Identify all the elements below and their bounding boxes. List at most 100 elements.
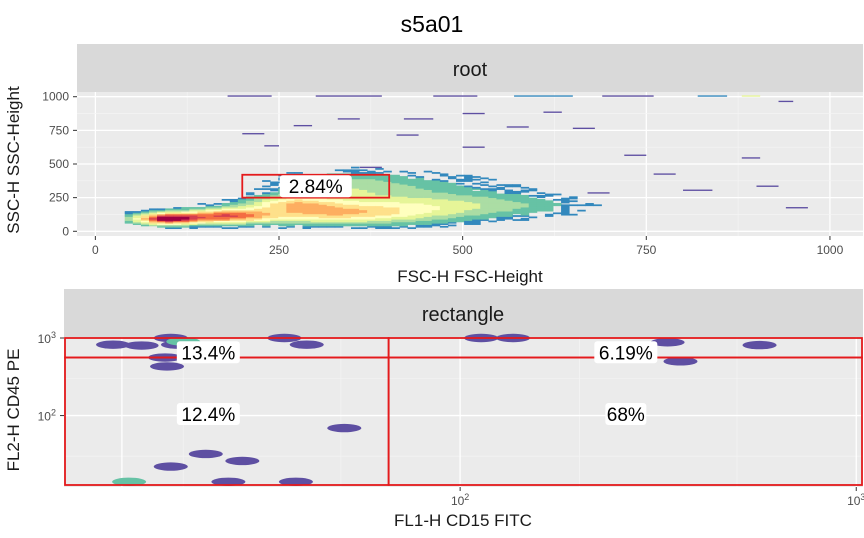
density-bin (350, 216, 360, 219)
density-bin (375, 186, 384, 189)
density-bin (431, 180, 441, 182)
density-bin (189, 223, 198, 225)
density-bin (464, 196, 473, 199)
density-bin (359, 198, 368, 201)
density-bin (456, 194, 465, 197)
density-bin (423, 225, 433, 228)
density-bin (399, 213, 408, 216)
density-bin (391, 188, 400, 190)
density-bin (359, 215, 368, 217)
density-bin (254, 212, 263, 215)
density-bin (488, 209, 497, 212)
density-bin (286, 208, 295, 211)
density-bin (245, 213, 255, 216)
density-bin (221, 223, 231, 225)
density-bin (350, 207, 360, 209)
density-bin (350, 184, 360, 186)
density-bin (415, 200, 425, 203)
density-bin (439, 205, 449, 208)
density-bin (447, 196, 457, 199)
density-bin (350, 208, 360, 211)
density-bin (237, 208, 247, 211)
density-bin (326, 201, 336, 204)
density-bin (415, 216, 425, 219)
density-bin (342, 207, 352, 209)
density-bin (415, 223, 425, 225)
density-bin (189, 215, 198, 217)
density-bin (229, 209, 239, 212)
density-bin (464, 185, 473, 188)
density-bin (423, 215, 433, 217)
density-bin (415, 193, 425, 196)
density-bin (132, 216, 142, 219)
density-bin (310, 217, 320, 220)
density-bin (415, 212, 425, 215)
density-bin (262, 200, 271, 203)
density-bin (318, 223, 328, 225)
density-bin (480, 203, 489, 205)
density-bin (439, 215, 449, 217)
density-bin (383, 203, 392, 205)
density-bin (189, 224, 198, 227)
density-bin (342, 220, 352, 223)
density-bin (391, 203, 400, 205)
density-bin (415, 221, 425, 224)
density-bin (197, 221, 206, 224)
density-bin (415, 211, 425, 213)
density-bin (456, 201, 465, 204)
density-bin (213, 217, 223, 220)
density-bin (375, 225, 384, 228)
density-bin (318, 213, 328, 216)
density-bin (431, 190, 441, 193)
density-bin (439, 190, 449, 193)
density-bin (270, 223, 279, 225)
density-bin (173, 209, 182, 212)
density-bin (383, 220, 392, 223)
density-bin (399, 224, 408, 227)
density-bin (415, 217, 425, 220)
density-bin (587, 192, 610, 194)
density-bin (528, 197, 538, 200)
density-bin (472, 192, 481, 195)
density-bin (132, 217, 142, 220)
density-bin (359, 216, 368, 219)
density-bin (572, 127, 595, 130)
density-bin (472, 205, 481, 208)
density-bin (488, 189, 497, 192)
density-bin (399, 201, 408, 204)
density-bin (520, 194, 530, 197)
density-bin (302, 208, 311, 211)
density-bin (407, 201, 417, 204)
density-bin (310, 198, 320, 201)
rectangle-axes: 102 103 102 103 (38, 330, 864, 508)
density-bin (367, 177, 376, 180)
density-bin (359, 178, 368, 181)
density-bin (464, 205, 473, 208)
y-tick-label: 103 (38, 330, 56, 346)
density-bin (383, 225, 392, 228)
density-bin (221, 215, 231, 217)
density-bin (504, 190, 514, 193)
density-bin (286, 215, 295, 217)
density-bin (431, 188, 441, 190)
density-bin (407, 172, 417, 174)
density-bin (213, 224, 223, 227)
density-bin (302, 220, 311, 223)
density-bin (423, 197, 433, 200)
root-panel: root 2.84% 0 250 500 750 100002505007501000 … (4, 44, 863, 286)
density-bin (262, 201, 271, 204)
density-bin (237, 207, 247, 209)
density-bin (262, 198, 271, 201)
density-bin (423, 211, 433, 213)
density-bin (407, 209, 417, 212)
density-bin (472, 223, 481, 225)
density-bin (375, 208, 384, 211)
density-bin (391, 198, 400, 201)
density-bin (165, 208, 174, 211)
density-bin (512, 212, 522, 215)
density-bin (310, 224, 320, 227)
density-bin (270, 198, 279, 201)
density-bin (536, 207, 546, 209)
density-bin (229, 198, 239, 201)
y-tick-label: 750 (49, 123, 69, 137)
